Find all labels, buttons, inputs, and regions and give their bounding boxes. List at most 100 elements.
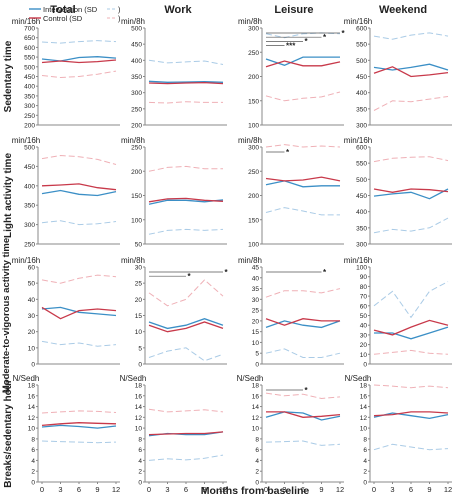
y-tick-label: 550 (356, 161, 367, 168)
panel-light-activity-time-weekend: min/16h 300 350 400 450 500 550 600 (344, 136, 452, 249)
y-tick-label: 200 (131, 123, 142, 130)
y-tick-label: 6 (31, 447, 35, 454)
y-tick-label: 450 (356, 193, 367, 200)
column-header-total: Total (50, 4, 75, 16)
control-sd-line (373, 96, 449, 111)
legend-intervention-sd-close: ) (118, 5, 121, 14)
y-tick-label: 0 (255, 480, 259, 487)
control-sd-line (265, 288, 341, 298)
intervention-sd-line (41, 220, 117, 226)
y-tick-label: 400 (356, 90, 367, 97)
y-unit-label: N/Sedh (120, 374, 147, 383)
y-tick-label: 150 (248, 98, 259, 105)
x-tick-label: 6 (409, 485, 413, 494)
y-tick-label: 500 (24, 64, 35, 71)
x-tick-label: 0 (264, 485, 268, 494)
control-line (41, 422, 117, 427)
y-tick-label: 12 (252, 415, 260, 422)
y-tick-label: 0 (363, 480, 367, 487)
control-sd-line (265, 91, 341, 102)
y-tick-label: 450 (131, 42, 142, 49)
control-line (265, 176, 341, 182)
y-tick-label: 250 (248, 169, 259, 176)
y-tick-label: 90 (360, 274, 368, 281)
intervention-sd-line (373, 443, 449, 451)
y-tick-label: 30 (28, 313, 36, 320)
y-tick-label: 700 (24, 26, 35, 33)
y-unit-label: min/8h (238, 17, 262, 26)
panel-sedentary-time-work: min/8h 200 250 300 350 400 450 500 (121, 17, 227, 130)
y-tick-label: 60 (360, 303, 368, 310)
y-tick-label: 250 (131, 145, 142, 152)
y-tick-label: 30 (135, 265, 143, 272)
y-tick-label: 50 (360, 313, 368, 320)
x-tick-label: 3 (58, 485, 62, 494)
x-tick-label: 6 (77, 485, 81, 494)
x-tick-label: 9 (202, 485, 206, 494)
intervention-line (265, 411, 341, 421)
y-tick-label: 300 (24, 103, 35, 110)
panel-moderate-to-vigorous-activity-time-total: min/16h 0 10 20 30 40 50 60 (12, 256, 120, 369)
x-axis-label: Months from baseline (201, 485, 310, 497)
y-tick-label: 20 (28, 329, 36, 336)
row-label-breaks-sedentary-hour: Breaks/sedentary hour (3, 379, 14, 487)
y-tick-label: 400 (24, 84, 35, 91)
row-label-light-activity-time: Light activity time (3, 153, 14, 238)
y-tick-label: 40 (252, 275, 260, 282)
y-tick-label: 30 (360, 332, 368, 339)
y-tick-label: 300 (248, 145, 259, 152)
x-tick-label: 9 (95, 485, 99, 494)
y-tick-label: 150 (131, 193, 142, 200)
y-tick-label: 450 (24, 164, 35, 171)
y-tick-label: 25 (135, 281, 143, 288)
y-tick-label: 8 (255, 436, 259, 443)
intervention-sd-line (41, 440, 117, 444)
y-tick-label: 40 (28, 297, 36, 304)
y-tick-label: 8 (363, 436, 367, 443)
significance-marker: * (225, 268, 229, 277)
intervention-sd-line (41, 40, 117, 44)
y-tick-label: 14 (252, 404, 260, 411)
y-tick-label: 25 (252, 308, 260, 315)
y-unit-label: min/8h (121, 136, 145, 145)
control-sd-line (148, 408, 224, 413)
intervention-sd-line (148, 347, 224, 362)
significance-marker: * (286, 148, 290, 157)
control-line (41, 183, 117, 191)
intervention-sd-line (148, 59, 224, 65)
x-tick-label: 6 (184, 485, 188, 494)
y-tick-label: 16 (28, 393, 36, 400)
panel-sedentary-time-total: min/16h 200 250 300 350 400 450 500 550 600 650 700 (12, 17, 120, 130)
control-sd-line (41, 154, 117, 165)
intervention-sd-line (265, 207, 340, 216)
x-tick-label: 3 (282, 485, 286, 494)
y-tick-label: 250 (248, 50, 259, 57)
panel-moderate-to-vigorous-activity-time-leisure: min/8h 0 5 10 15 20 25 30 35 40 45 * (238, 256, 344, 369)
y-tick-label: 18 (252, 383, 260, 390)
y-tick-label: 500 (356, 177, 367, 184)
y-tick-label: 350 (24, 93, 35, 100)
y-tick-label: 350 (131, 74, 142, 81)
y-tick-label: 2 (138, 469, 142, 476)
y-tick-label: 16 (135, 393, 143, 400)
y-tick-label: 10 (252, 340, 260, 347)
y-tick-label: 18 (28, 383, 36, 390)
y-tick-label: 14 (360, 404, 368, 411)
panel-breaks-sedentary-hour-leisure: N/Sedh 0 2 4 6 8 10 12 14 16 18 0 3 6 9 12 * (237, 374, 345, 494)
control-sd-line (265, 144, 341, 148)
y-tick-label: 300 (131, 90, 142, 97)
y-tick-label: 200 (24, 123, 35, 130)
y-unit-label: min/8h (121, 256, 145, 265)
y-tick-label: 4 (31, 458, 35, 465)
y-tick-label: 600 (356, 26, 367, 33)
y-tick-label: 18 (135, 383, 143, 390)
y-tick-label: 200 (248, 193, 259, 200)
y-tick-label: 100 (131, 217, 142, 224)
intervention-line (41, 424, 117, 429)
significance-marker: * (305, 37, 309, 46)
control-line (266, 411, 341, 418)
control-line (41, 306, 117, 320)
intervention-line (148, 80, 224, 83)
